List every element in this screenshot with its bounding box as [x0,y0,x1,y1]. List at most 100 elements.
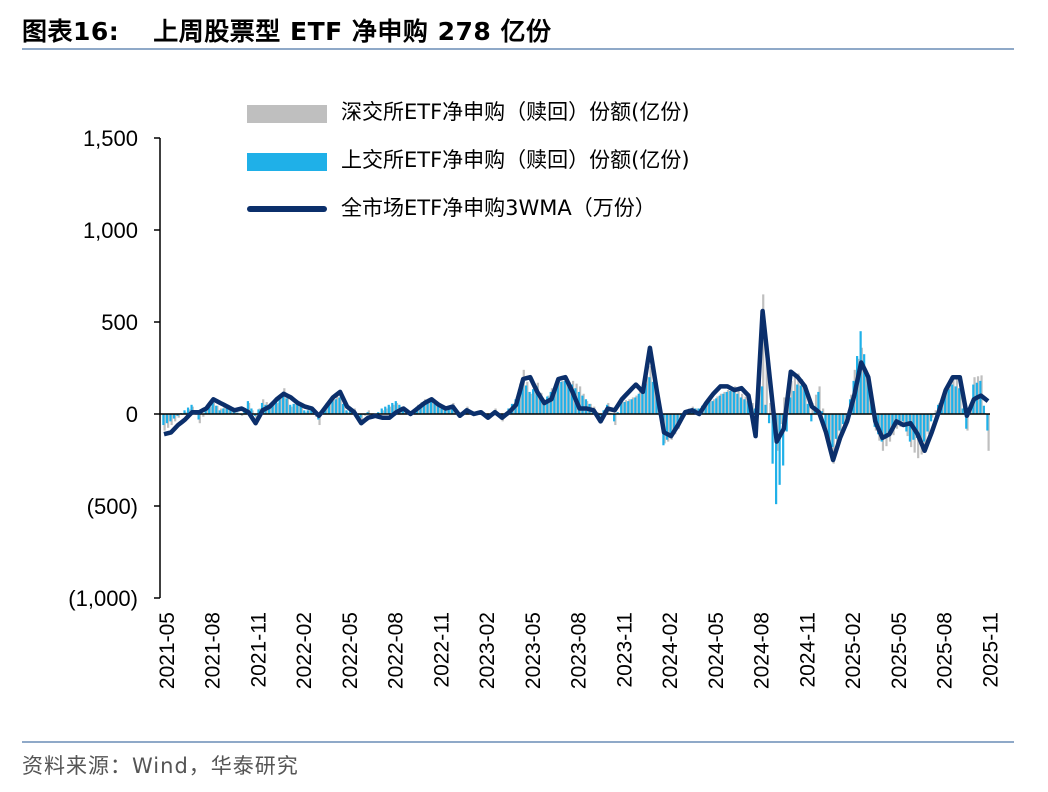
szse-bar [952,377,955,414]
szse-bar [888,414,892,442]
sse-bar [292,403,295,414]
x-tick-label: 2023-08 [568,612,591,689]
sse-bar [919,414,922,440]
x-tick-label: 2021-11 [247,612,270,688]
sse-bar [546,396,549,414]
szse-bar [343,402,346,414]
szse-bar [741,393,744,414]
sse-bar [944,393,947,414]
x-tick-label: 2023-11 [613,612,636,688]
figure-title-text: 上周股票型 ETF 净申购 278 亿份 [153,17,552,46]
szse-bar [719,393,723,414]
legend-label-sse: 上交所ETF净申购（赎回）份额(亿份) [341,148,690,172]
y-tick-label: (500) [87,494,138,519]
sse-bar [704,402,707,414]
szse-bar [649,366,652,414]
sse-bar [250,408,253,414]
sse-bar [634,397,637,414]
sse-bar [732,390,735,414]
sse-bar [637,393,640,414]
sse-bar [771,414,774,464]
szse-bar [564,382,568,414]
szse-bar [385,408,388,414]
szse-bar [163,414,166,431]
sse-bar [598,414,602,416]
szse-bar [804,384,807,414]
sse-bar [841,414,845,425]
szse-bar [829,414,832,448]
sse-bar [387,404,390,414]
sse-bar [880,414,883,442]
sse-bar [366,412,369,414]
szse-bar [790,380,793,414]
sse-bar [567,382,570,414]
szse-bar [519,383,522,414]
sse-bar [799,385,802,414]
szse-bar [543,402,547,414]
szse-bar [276,402,279,414]
legend-swatch-szse [247,105,327,123]
legend-swatch-sse [247,153,327,171]
sse-bar [676,414,679,426]
sse-bar [299,406,302,414]
y-axis: 1,500 1,000 500 0 (500) (1,000) [68,126,161,611]
y-tick-label: 500 [101,310,138,335]
x-tick-label: 2022-08 [385,612,408,689]
sse-bar [961,408,964,414]
sse-bar [208,404,211,414]
szse-bar [240,414,244,416]
sse-bar [560,381,563,414]
szse-bar [402,410,406,414]
x-tick-label: 2022-05 [339,612,362,689]
sse-bar [327,403,331,414]
sse-bar [282,391,285,414]
szse-bar [209,406,212,414]
sse-bar [838,414,841,431]
sse-bar [775,414,778,505]
sse-bar [165,414,169,424]
szse-bar [733,386,737,414]
szse-bar [269,404,272,414]
szse-bar [381,410,385,414]
szse-bar [839,414,842,435]
sse-bar [422,402,426,414]
szse-bar [582,393,585,414]
szse-bar [557,379,561,414]
szse-bar [902,414,906,426]
szse-bar [867,390,870,414]
szse-bar [212,402,215,414]
sse-bar [172,414,176,419]
sse-bar [715,398,718,414]
szse-bar [188,409,191,414]
szse-bar [899,414,902,427]
szse-bar [709,400,712,414]
szse-bar [779,414,782,425]
sse-bar [915,414,919,438]
szse-bar [536,382,539,414]
figure-label: 图表16: [22,17,120,46]
szse-bar [638,391,642,414]
sse-bar [197,414,200,420]
wma-line-series [163,308,990,463]
sse-bar [627,401,630,414]
szse-bar [945,390,948,414]
sse-bar [746,401,750,414]
sse-bar [186,407,190,414]
sse-bar [521,379,524,414]
sse-bar [965,414,968,429]
szse-bar [522,369,525,414]
sse-bar [613,414,616,422]
szse-bar [297,401,300,414]
y-tick-label: (1,000) [68,586,138,611]
szse-bar [346,412,349,414]
szse-bar [726,390,730,414]
sse-bar [176,414,179,416]
x-tick-label: 2024-11 [796,612,819,688]
szse-bar [959,380,962,414]
sse-bar [394,401,397,414]
szse-bar [434,401,437,414]
szse-bar [712,399,716,414]
szse-bar [248,402,251,414]
szse-bar [360,414,363,422]
